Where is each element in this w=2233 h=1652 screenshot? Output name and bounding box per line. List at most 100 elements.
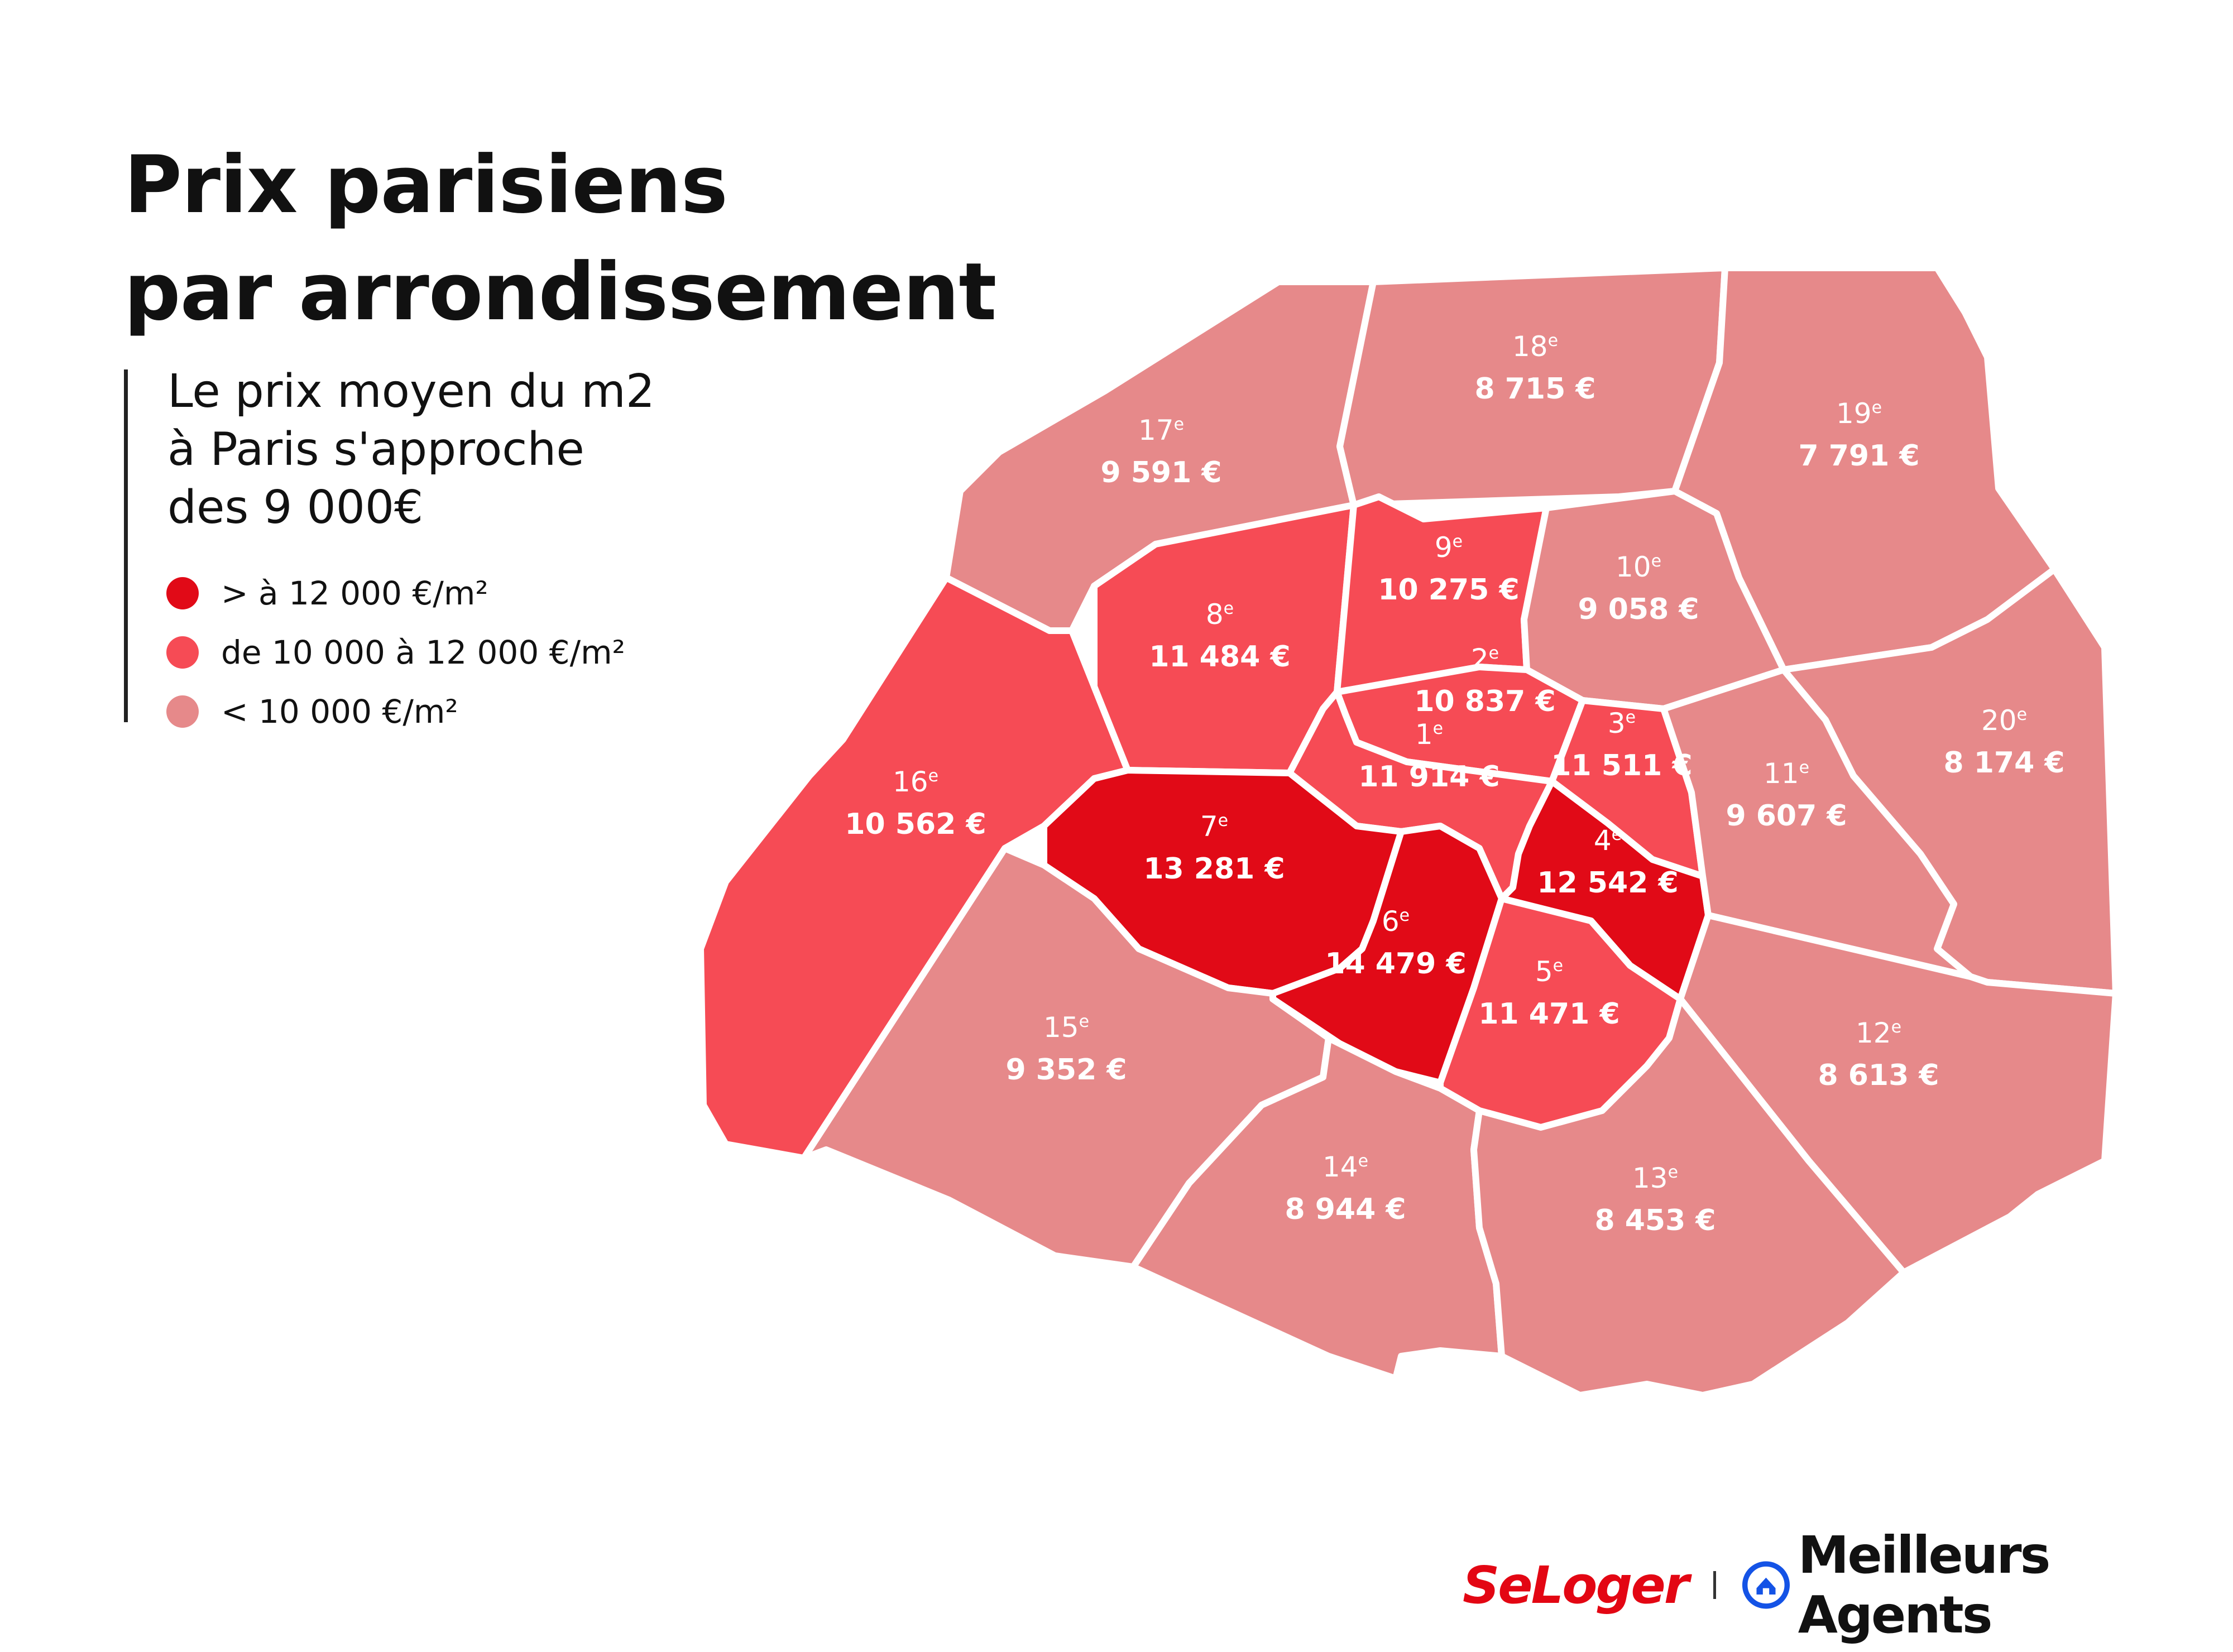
legend-label-high: > à 12 000 €/m² xyxy=(221,574,488,612)
arrondissement-13[interactable] xyxy=(1470,996,1907,1399)
label-num-18: 18e xyxy=(1512,330,1558,363)
meilleurs-agents-house-icon xyxy=(1742,1561,1790,1609)
label-num-19-value: 19 xyxy=(1836,397,1872,430)
legend-dot-high xyxy=(166,577,199,609)
label-num-13-sup: e xyxy=(1668,1163,1678,1182)
label-num-7: 7e xyxy=(1200,810,1228,843)
title-line-2: par arrondissement xyxy=(124,246,996,338)
label-num-10-sup: e xyxy=(1651,551,1661,571)
label-num-12-value: 12 xyxy=(1856,1017,1891,1049)
label-num-19-sup: e xyxy=(1872,398,1882,417)
label-num-9-sup: e xyxy=(1453,532,1463,551)
label-num-20: 20e xyxy=(1981,704,2027,737)
label-price-7: 13 281 € xyxy=(1143,852,1285,886)
subtitle: Le prix moyen du m2 à Paris s'approche d… xyxy=(167,363,655,537)
label-num-15-sup: e xyxy=(1079,1012,1089,1031)
label-num-4-sup: e xyxy=(1612,825,1622,844)
label-num-6-sup: e xyxy=(1400,906,1410,925)
legend-label-low: < 10 000 €/m² xyxy=(221,693,458,731)
map-regions xyxy=(697,265,2119,1399)
label-price-4: 12 542 € xyxy=(1537,866,1678,900)
label-num-11-value: 11 xyxy=(1764,757,1799,790)
label-price-5: 11 471 € xyxy=(1478,997,1619,1031)
label-num-2: 2e xyxy=(1471,643,1499,675)
label-price-20: 8 174 € xyxy=(1943,746,2064,780)
legend-item-high: > à 12 000 €/m² xyxy=(166,564,625,623)
label-num-20-sup: e xyxy=(2017,705,2027,724)
page-title: Prix parisiens par arrondissement xyxy=(124,132,996,346)
label-num-10: 10e xyxy=(1616,551,1661,583)
label-num-14-value: 14 xyxy=(1322,1151,1358,1183)
label-num-6-value: 6 xyxy=(1382,905,1400,938)
label-num-16-sup: e xyxy=(928,766,938,786)
label-num-6: 6e xyxy=(1382,905,1410,938)
label-num-9-value: 9 xyxy=(1435,531,1453,564)
label-price-10: 9 058 € xyxy=(1578,593,1699,626)
label-price-11: 9 607 € xyxy=(1726,799,1847,833)
label-num-5-value: 5 xyxy=(1535,955,1553,988)
label-num-15: 15e xyxy=(1043,1011,1089,1044)
label-num-19: 19e xyxy=(1836,397,1882,430)
label-price-1: 11 914 € xyxy=(1358,760,1499,794)
label-num-1: 1e xyxy=(1415,718,1443,751)
label-num-10-value: 10 xyxy=(1616,551,1651,583)
label-price-2: 10 837 € xyxy=(1414,685,1555,718)
subtitle-line-3: des 9 000€ xyxy=(167,481,424,534)
label-num-11-sup: e xyxy=(1799,758,1809,777)
label-num-20-value: 20 xyxy=(1981,704,2017,737)
label-num-3: 3e xyxy=(1608,707,1636,739)
label-num-14-sup: e xyxy=(1358,1151,1368,1171)
label-price-17: 9 591 € xyxy=(1100,456,1221,489)
subtitle-line-1: Le prix moyen du m2 xyxy=(167,365,655,418)
meilleurs-agents-logo: Meilleurs Agents xyxy=(1798,1525,2051,1645)
label-price-14: 8 944 € xyxy=(1285,1193,1406,1226)
label-price-15: 9 352 € xyxy=(1005,1053,1127,1087)
label-num-8-sup: e xyxy=(1224,599,1234,618)
label-num-16: 16e xyxy=(893,766,938,798)
label-num-16-value: 16 xyxy=(893,766,928,798)
label-num-4: 4e xyxy=(1594,824,1622,857)
label-num-15-value: 15 xyxy=(1043,1011,1079,1044)
label-num-2-sup: e xyxy=(1489,643,1499,663)
brand-logos: SeLoger Meilleurs Agents xyxy=(1463,1525,2233,1645)
legend-label-mid: de 10 000 à 12 000 €/m² xyxy=(221,633,625,671)
label-price-13: 8 453 € xyxy=(1594,1204,1716,1237)
legend: > à 12 000 €/m² de 10 000 à 12 000 €/m² … xyxy=(166,564,625,741)
subtitle-line-2: à Paris s'approche xyxy=(167,423,584,476)
label-num-12: 12e xyxy=(1856,1017,1901,1049)
label-num-14: 14e xyxy=(1322,1151,1368,1183)
legend-item-mid: de 10 000 à 12 000 €/m² xyxy=(166,623,625,682)
seloger-logo: SeLoger xyxy=(1463,1555,1689,1615)
label-price-12: 8 613 € xyxy=(1818,1059,1939,1092)
legend-dot-mid xyxy=(166,636,199,669)
label-price-19: 7 791 € xyxy=(1798,439,1919,473)
subtitle-accent-bar xyxy=(124,369,128,722)
label-price-8: 11 484 € xyxy=(1149,640,1290,674)
legend-item-low: < 10 000 €/m² xyxy=(166,682,625,741)
logo-separator xyxy=(1713,1571,1716,1599)
map-labels: 17e 9 591 € 18e 8 715 € 19e 7 791 € 20e … xyxy=(845,330,2064,1237)
label-num-8-value: 8 xyxy=(1206,598,1224,631)
label-price-6: 14 479 € xyxy=(1325,947,1466,981)
label-num-7-value: 7 xyxy=(1200,810,1218,843)
label-price-3: 11 511 € xyxy=(1551,749,1692,782)
arrondissement-11[interactable] xyxy=(1660,666,1974,980)
label-price-16: 10 562 € xyxy=(845,808,986,841)
label-num-5-sup: e xyxy=(1553,956,1563,976)
label-num-17-value: 17 xyxy=(1138,414,1174,446)
label-price-9: 10 275 € xyxy=(1378,573,1519,607)
arrondissement-15[interactable] xyxy=(801,845,1332,1270)
label-price-18: 8 715 € xyxy=(1474,372,1595,406)
label-num-1-sup: e xyxy=(1433,719,1443,738)
title-line-1: Prix parisiens xyxy=(124,139,728,231)
label-num-17: 17e xyxy=(1138,414,1184,446)
label-num-12-sup: e xyxy=(1891,1017,1901,1037)
label-num-1-value: 1 xyxy=(1415,718,1433,751)
label-num-2-value: 2 xyxy=(1471,643,1489,675)
label-num-4-value: 4 xyxy=(1594,824,1612,857)
label-num-18-sup: e xyxy=(1548,331,1558,350)
label-num-11: 11e xyxy=(1764,757,1809,790)
label-num-9: 9e xyxy=(1435,531,1463,564)
label-num-5: 5e xyxy=(1535,955,1563,988)
